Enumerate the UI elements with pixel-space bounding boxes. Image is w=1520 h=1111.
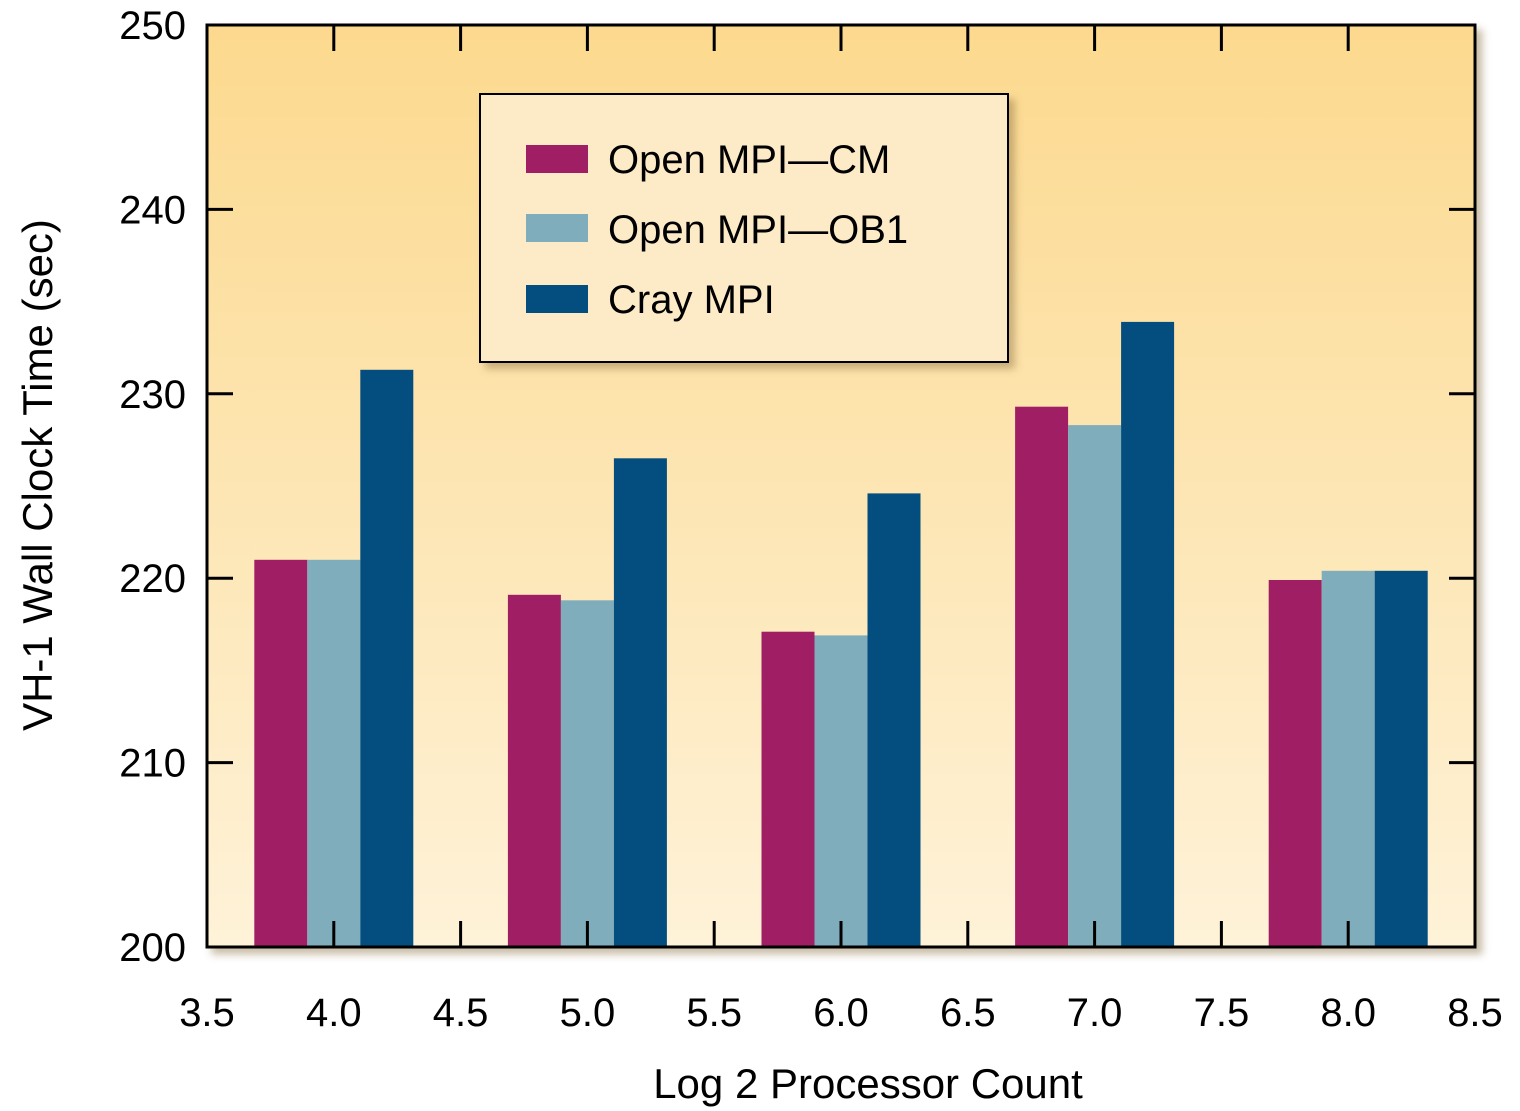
x-tick-label: 6.0	[813, 991, 869, 1035]
bar-ob1-7-0	[1068, 425, 1122, 948]
bar-cray-7-0	[1121, 321, 1175, 947]
x-tick-label: 5.0	[560, 991, 616, 1035]
y-tick-label: 210	[119, 742, 186, 786]
x-tick-label: 7.5	[1194, 991, 1250, 1035]
legend: Open MPI—CM Open MPI—OB1 Cray MPI	[479, 93, 1009, 363]
bar-cm-6-0	[761, 631, 815, 947]
y-tick-label: 230	[119, 373, 186, 417]
x-tick-label: 7.0	[1067, 991, 1123, 1035]
bar-ob1-4-0	[307, 559, 361, 947]
y-axis-title: VH-1 Wall Clock Time (sec)	[14, 219, 61, 731]
ticks-group	[207, 25, 1475, 947]
x-tick-label: 8.5	[1447, 991, 1503, 1035]
legend-swatch-ob1	[526, 214, 588, 242]
bar-cray-4-0	[360, 369, 414, 947]
y-tick-label: 200	[119, 926, 186, 970]
bar-cray-8-0	[1374, 570, 1428, 947]
bar-cray-5-0	[613, 458, 667, 947]
y-tick-label: 220	[119, 557, 186, 601]
bar-ob1-8-0	[1321, 570, 1375, 947]
legend-label-cray: Cray MPI	[608, 278, 775, 322]
bar-cray-6-0	[867, 493, 921, 947]
bars-group	[254, 321, 1428, 948]
y-tick-label: 240	[119, 188, 186, 232]
x-tick-label: 3.5	[179, 991, 235, 1035]
bar-cm-7-0	[1015, 406, 1069, 947]
y-tick-label: 250	[119, 4, 186, 48]
bar-cm-4-0	[254, 559, 308, 947]
legend-swatch-cm	[526, 145, 588, 173]
legend-swatch-cray	[526, 285, 588, 313]
bar-ob1-5-0	[560, 600, 614, 947]
x-axis-title: Log 2 Processor Count	[653, 1060, 1083, 1107]
x-tick-label: 6.5	[940, 991, 996, 1035]
bar-cm-5-0	[507, 594, 561, 947]
y-tick-labels: 200 210 220 230 240 250	[119, 4, 186, 970]
bar-ob1-6-0	[814, 635, 868, 947]
legend-label-ob1: Open MPI—OB1	[608, 208, 908, 252]
x-tick-labels: 3.5 4.0 4.5 5.0 5.5 6.0 6.5 7.0 7.5 8.0 8.5	[179, 991, 1503, 1035]
x-tick-label: 4.0	[306, 991, 362, 1035]
bar-cm-8-0	[1268, 580, 1322, 947]
x-tick-label: 5.5	[686, 991, 742, 1035]
x-tick-label: 4.5	[433, 991, 489, 1035]
x-tick-label: 8.0	[1320, 991, 1376, 1035]
legend-label-cm: Open MPI—CM	[608, 138, 890, 182]
plot-frame	[205, 23, 1477, 949]
